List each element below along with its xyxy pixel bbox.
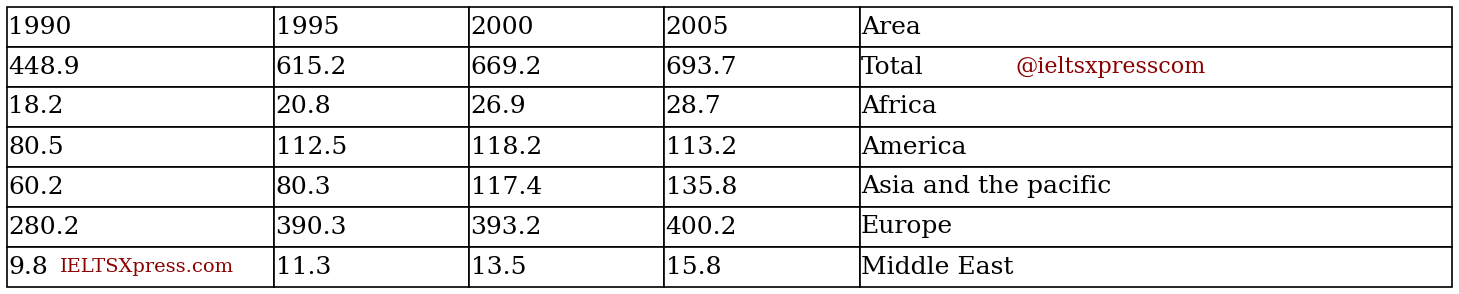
- Text: Asia and the pacific: Asia and the pacific: [861, 176, 1110, 198]
- Text: 28.7: 28.7: [665, 96, 721, 118]
- Text: 112.5: 112.5: [276, 136, 347, 158]
- Text: 2000: 2000: [471, 16, 534, 39]
- Bar: [7, 207, 274, 247]
- Text: 15.8: 15.8: [665, 255, 721, 278]
- Text: 280.2: 280.2: [9, 216, 80, 238]
- Bar: [470, 87, 664, 127]
- Text: 1990: 1990: [9, 16, 71, 39]
- Text: 9.8: 9.8: [9, 255, 48, 278]
- Text: 393.2: 393.2: [471, 216, 543, 238]
- Bar: [7, 247, 274, 287]
- Bar: [470, 247, 664, 287]
- Bar: [7, 87, 274, 127]
- Text: 26.9: 26.9: [471, 96, 527, 118]
- Text: Africa: Africa: [861, 96, 937, 118]
- Text: 20.8: 20.8: [276, 96, 331, 118]
- Text: 400.2: 400.2: [665, 216, 737, 238]
- Bar: [274, 127, 470, 167]
- Text: 448.9: 448.9: [9, 56, 80, 78]
- Text: Total: Total: [861, 56, 924, 78]
- Text: 2005: 2005: [665, 16, 730, 39]
- Bar: [7, 7, 274, 47]
- Bar: [664, 87, 859, 127]
- Bar: [470, 47, 664, 87]
- Bar: [274, 7, 470, 47]
- Text: 615.2: 615.2: [276, 56, 347, 78]
- Text: 693.7: 693.7: [665, 56, 737, 78]
- Text: 118.2: 118.2: [471, 136, 541, 158]
- Text: 113.2: 113.2: [665, 136, 737, 158]
- Bar: [470, 7, 664, 47]
- Bar: [7, 167, 274, 207]
- Bar: [664, 7, 859, 47]
- Text: Middle East: Middle East: [861, 255, 1013, 278]
- Bar: [274, 247, 470, 287]
- Text: Area: Area: [861, 16, 921, 39]
- Bar: [859, 47, 1452, 87]
- Bar: [664, 167, 859, 207]
- Bar: [274, 47, 470, 87]
- Bar: [470, 127, 664, 167]
- Text: 11.3: 11.3: [276, 255, 331, 278]
- Bar: [470, 167, 664, 207]
- Bar: [470, 207, 664, 247]
- Text: 1995: 1995: [276, 16, 338, 39]
- Text: America: America: [861, 136, 966, 158]
- Bar: [664, 207, 859, 247]
- Text: 18.2: 18.2: [9, 96, 64, 118]
- Text: Europe: Europe: [861, 216, 953, 238]
- Bar: [274, 167, 470, 207]
- Text: 135.8: 135.8: [665, 176, 737, 198]
- Text: 80.3: 80.3: [276, 176, 331, 198]
- Text: 669.2: 669.2: [471, 56, 543, 78]
- Bar: [274, 87, 470, 127]
- Text: IELTSXpress.com: IELTSXpress.com: [60, 258, 235, 276]
- Bar: [7, 127, 274, 167]
- Bar: [274, 207, 470, 247]
- Text: @ieltsxpresscom: @ieltsxpresscom: [1015, 56, 1207, 78]
- Bar: [859, 167, 1452, 207]
- Bar: [664, 47, 859, 87]
- Bar: [859, 247, 1452, 287]
- Text: 60.2: 60.2: [9, 176, 64, 198]
- Text: 390.3: 390.3: [276, 216, 347, 238]
- Bar: [7, 47, 274, 87]
- Bar: [859, 7, 1452, 47]
- Bar: [859, 127, 1452, 167]
- Bar: [859, 207, 1452, 247]
- Bar: [859, 87, 1452, 127]
- Text: 80.5: 80.5: [9, 136, 64, 158]
- Bar: [664, 127, 859, 167]
- Text: 117.4: 117.4: [471, 176, 541, 198]
- Text: 13.5: 13.5: [471, 255, 527, 278]
- Bar: [664, 247, 859, 287]
